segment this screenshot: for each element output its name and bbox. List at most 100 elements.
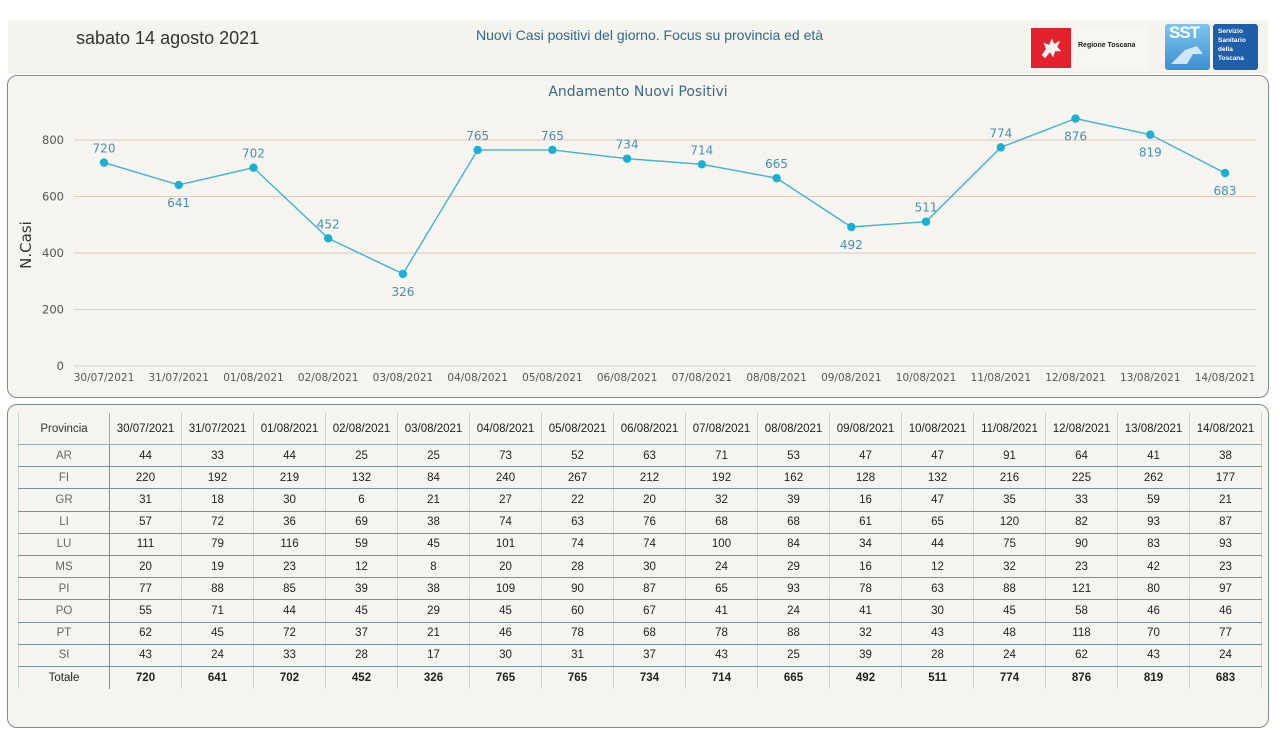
table-cell: 71 — [181, 599, 254, 623]
x-tick-label: 05/08/2021 — [522, 372, 583, 384]
table-cell: 28 — [325, 644, 398, 667]
table-cell: 88 — [973, 577, 1046, 601]
total-cell: 720 — [109, 666, 182, 689]
y-tick-label: 800 — [42, 133, 64, 147]
table-cell: 120 — [973, 511, 1046, 534]
table-cell: 262 — [1117, 466, 1190, 490]
data-label: 511 — [915, 201, 938, 215]
data-point[interactable] — [697, 160, 707, 169]
x-tick-labels: 30/07/2021 31/07/2021 01/08/2021 02/08/2021… — [74, 372, 1256, 384]
column-header-date: 04/08/2021 — [469, 413, 542, 445]
table-cell: 30 — [469, 644, 542, 667]
line-chart: Andamento Nuovi Positivi N.Casi 0 200 400 6… — [17, 84, 1256, 384]
data-label: 876 — [1064, 130, 1087, 144]
table-row: GR 31 18 30 6 21 27 22 20 32 39 16 47 35 33 59 21 — [18, 488, 1262, 512]
column-header-date: 03/08/2021 — [397, 413, 470, 445]
table-cell: 111 — [109, 533, 182, 556]
y-tick-label: 400 — [42, 246, 64, 260]
table-cell: 39 — [757, 488, 830, 512]
table-cell: 33 — [181, 444, 254, 468]
table-cell: 24 — [757, 599, 830, 623]
data-point[interactable] — [473, 145, 482, 155]
data-label: 765 — [466, 129, 489, 143]
y-tick-label: 600 — [42, 190, 64, 204]
table-cell: 192 — [685, 466, 758, 490]
data-point[interactable] — [622, 154, 632, 163]
table-cell: 31 — [541, 644, 614, 667]
data-label: 452 — [317, 217, 340, 231]
table-cell: 27 — [469, 488, 542, 512]
data-point[interactable] — [1071, 114, 1080, 123]
table-cell: 77 — [1189, 622, 1262, 645]
chart-title: Andamento Nuovi Positivi — [548, 84, 727, 100]
data-point[interactable] — [249, 163, 258, 172]
table-row: SI 43 24 33 28 17 30 31 37 43 25 39 28 24 62 43 24 — [18, 644, 1262, 667]
column-header-date: 10/08/2021 — [901, 413, 974, 445]
table-cell: 24 — [1189, 644, 1262, 667]
table-cell: 118 — [1045, 622, 1118, 645]
table-cell: 162 — [757, 466, 830, 490]
data-point[interactable] — [324, 234, 333, 243]
table-cell: 73 — [469, 444, 542, 468]
table-cell: 44 — [253, 444, 326, 468]
table-cell: 61 — [829, 511, 902, 534]
y-tick-labels: 0 200 400 600 800 — [42, 133, 64, 373]
total-cell: 819 — [1117, 666, 1190, 689]
table-cell: 57 — [109, 511, 182, 534]
table-cell: 30 — [253, 488, 326, 512]
data-point[interactable] — [1220, 168, 1230, 178]
x-tick-label: 02/08/2021 — [298, 372, 359, 384]
data-label: 326 — [391, 285, 414, 299]
table-cell: 36 — [253, 511, 326, 534]
table-cell: 6 — [325, 488, 398, 512]
data-point[interactable] — [996, 143, 1005, 152]
table-cell: 47 — [901, 444, 974, 468]
data-point[interactable] — [847, 222, 856, 232]
x-tick-label: 13/08/2021 — [1120, 372, 1181, 384]
data-point[interactable] — [548, 145, 557, 155]
table-cell: 17 — [397, 644, 470, 667]
table-cell: 68 — [613, 622, 686, 645]
table-cell: 47 — [901, 488, 974, 512]
data-point[interactable] — [99, 158, 109, 167]
data-label: 765 — [541, 129, 564, 143]
table-cell: 80 — [1117, 577, 1190, 601]
table-cell: 74 — [541, 533, 614, 556]
table-cell: 20 — [109, 555, 182, 579]
table-cell: 34 — [829, 533, 902, 556]
table-cell: 38 — [397, 511, 470, 534]
column-header-date: 12/08/2021 — [1045, 413, 1118, 445]
table-cell: 78 — [541, 622, 614, 645]
table-cell: 60 — [541, 599, 614, 623]
table-cell: 31 — [109, 488, 182, 512]
data-point[interactable] — [921, 217, 931, 226]
table-cell: 219 — [253, 466, 326, 490]
table-cell: 68 — [685, 511, 758, 534]
table-cell: 93 — [1117, 511, 1190, 534]
table-cell: 21 — [397, 622, 470, 645]
total-cell: 452 — [325, 666, 398, 689]
data-label: 714 — [690, 143, 713, 157]
table-cell: 25 — [325, 444, 398, 468]
table-cell: 83 — [1117, 533, 1190, 556]
table-row: PI 77 88 85 39 38 109 90 87 65 93 78 63 88 121 80 97 — [18, 577, 1262, 601]
province-label: MS — [18, 555, 110, 579]
data-point[interactable] — [1146, 130, 1155, 139]
table-cell: 39 — [325, 577, 398, 601]
total-label: Totale — [18, 666, 110, 689]
table-cell: 37 — [613, 644, 686, 667]
table-cell: 45 — [397, 533, 470, 556]
data-point[interactable] — [772, 173, 781, 183]
table-cell: 220 — [109, 466, 182, 490]
data-point[interactable] — [174, 180, 183, 190]
table-cell: 12 — [325, 555, 398, 579]
table-cell: 267 — [541, 466, 614, 490]
table-cell: 45 — [973, 599, 1046, 623]
table-cell: 63 — [901, 577, 974, 601]
x-tick-label: 09/08/2021 — [821, 372, 882, 384]
data-point[interactable] — [398, 269, 408, 279]
data-label: 734 — [616, 138, 639, 152]
table-cell: 68 — [757, 511, 830, 534]
table-cell: 62 — [1045, 644, 1118, 667]
table-cell: 32 — [685, 488, 758, 512]
